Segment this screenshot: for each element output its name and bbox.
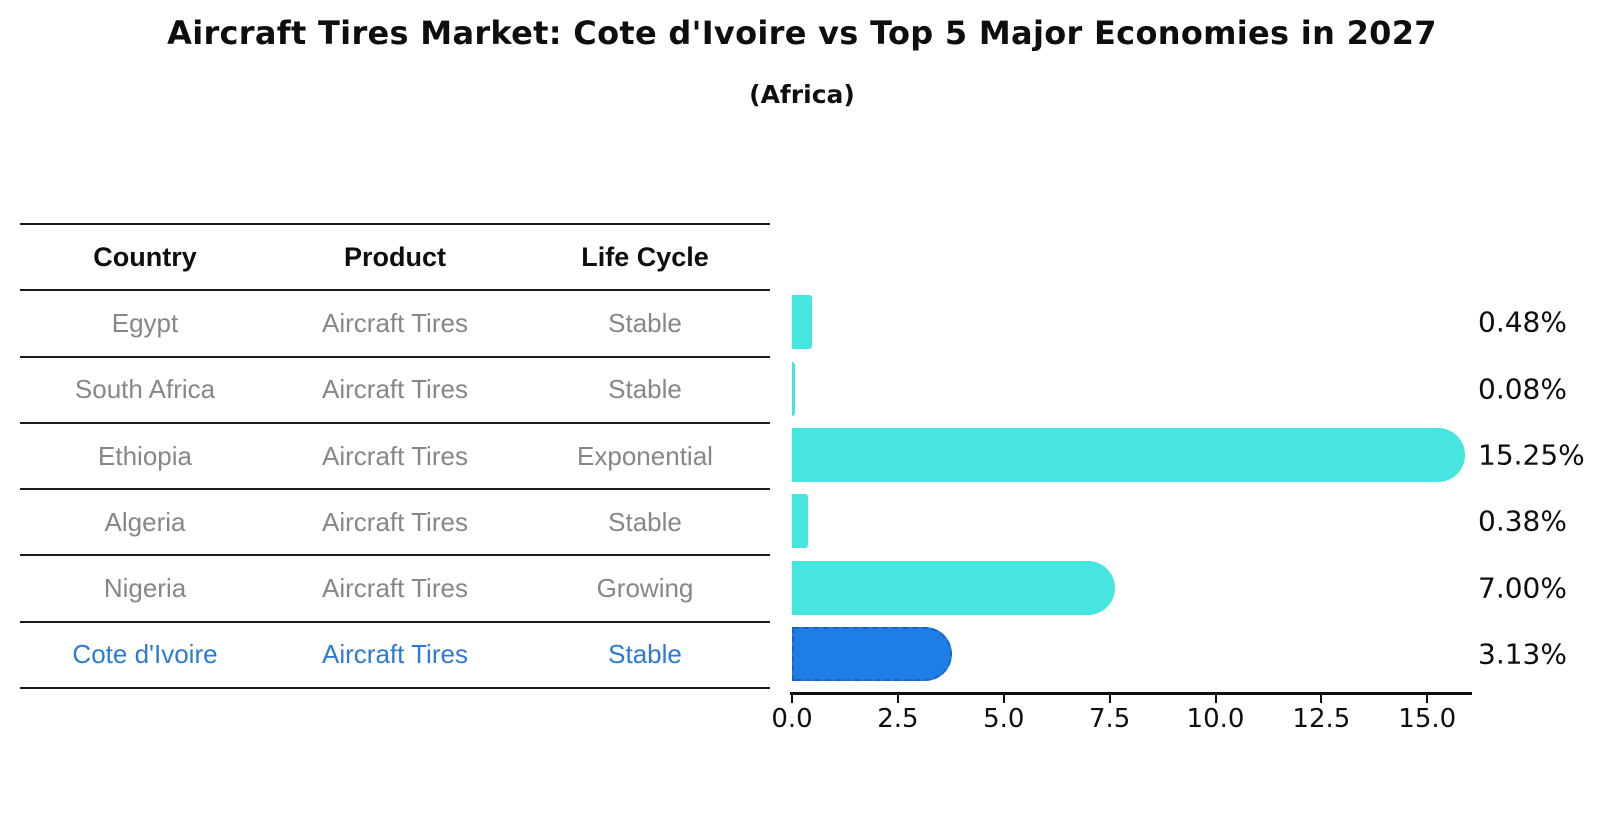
bar-value-label: 3.13% (1478, 637, 1567, 671)
table-cell: Egypt (111, 307, 179, 338)
x-axis-tick-label: 0.0 (771, 704, 813, 734)
bar-value-label: 0.08% (1478, 372, 1567, 406)
table-row: Nigeria Aircraft Tires Growing (20, 554, 770, 620)
table-cell: Exponential (577, 440, 713, 471)
bar-egypt (792, 295, 813, 350)
table-header-cell: Life Cycle (581, 241, 709, 272)
x-axis-tick (791, 694, 793, 703)
table-row: Ethiopia Aircraft Tires Exponential (20, 421, 770, 488)
table-cell: Stable (608, 506, 682, 537)
x-axis-tick-label: 15.0 (1398, 704, 1457, 734)
bar-value-label: 15.25% (1478, 438, 1585, 472)
bar-south-africa (792, 361, 796, 416)
bar-value-label: 0.38% (1478, 504, 1567, 538)
table-cell: Aircraft Tires (322, 573, 468, 604)
table-cell: Aircraft Tires (322, 506, 468, 537)
country-table: Country Product Life Cycle Egypt Aircraft Ti… (20, 223, 770, 690)
bar-nigeria (792, 560, 1116, 615)
x-axis-tick-label: 12.5 (1292, 704, 1351, 734)
x-axis-tick (1108, 694, 1111, 703)
x-axis-tick-label: 2.5 (877, 704, 919, 734)
table-cell: Aircraft Tires (322, 440, 468, 471)
x-axis-tick-label: 7.5 (1088, 704, 1131, 734)
bar-value-label: 7.00% (1478, 571, 1567, 605)
chart-title: Aircraft Tires Market: Cote d'Ivoire vs … (167, 14, 1437, 52)
table-cell: Algeria (104, 506, 186, 537)
bar-value-label: 0.48% (1478, 305, 1567, 339)
bar-ethiopia (792, 428, 1465, 483)
table-cell: Aircraft Tires (322, 639, 468, 670)
x-axis-line (790, 692, 1472, 695)
table-cell: Aircraft Tires (322, 374, 468, 405)
table-cell: Growing (596, 573, 694, 604)
table-cell: South Africa (74, 374, 216, 405)
table-header-cell: Product (343, 241, 446, 272)
table-header-cell: Country (93, 241, 197, 272)
table-cell: Aircraft Tires (322, 307, 468, 338)
table-row: Egypt Aircraft Tires Stable (20, 289, 770, 355)
bar-algeria (792, 494, 809, 549)
x-axis-tick (896, 694, 899, 703)
chart-subtitle: (Africa) (749, 80, 855, 109)
table-header-row: Country Product Life Cycle (20, 223, 770, 289)
table-cell: Stable (608, 307, 682, 338)
x-axis-tick (1426, 694, 1429, 703)
table-row: Cote d'Ivoire Aircraft Tires Stable (20, 620, 770, 687)
table-cell: Nigeria (103, 573, 187, 604)
x-axis-tick-label: 10.0 (1186, 704, 1245, 734)
table-cell: Stable (608, 374, 682, 405)
x-axis-tick (1002, 694, 1005, 703)
x-axis-tick (1320, 694, 1323, 703)
table-cell: Stable (608, 639, 682, 670)
table-row: South Africa Aircraft Tires Stable (20, 355, 770, 422)
x-axis-tick-label: 5.0 (983, 704, 1025, 734)
table-cell: Cote d'Ivoire (72, 639, 218, 670)
bar-cote-d-ivoire (792, 627, 952, 682)
table-cell: Ethiopia (98, 440, 192, 471)
x-axis-tick (1214, 694, 1217, 703)
table-row: Algeria Aircraft Tires Stable (20, 488, 770, 554)
